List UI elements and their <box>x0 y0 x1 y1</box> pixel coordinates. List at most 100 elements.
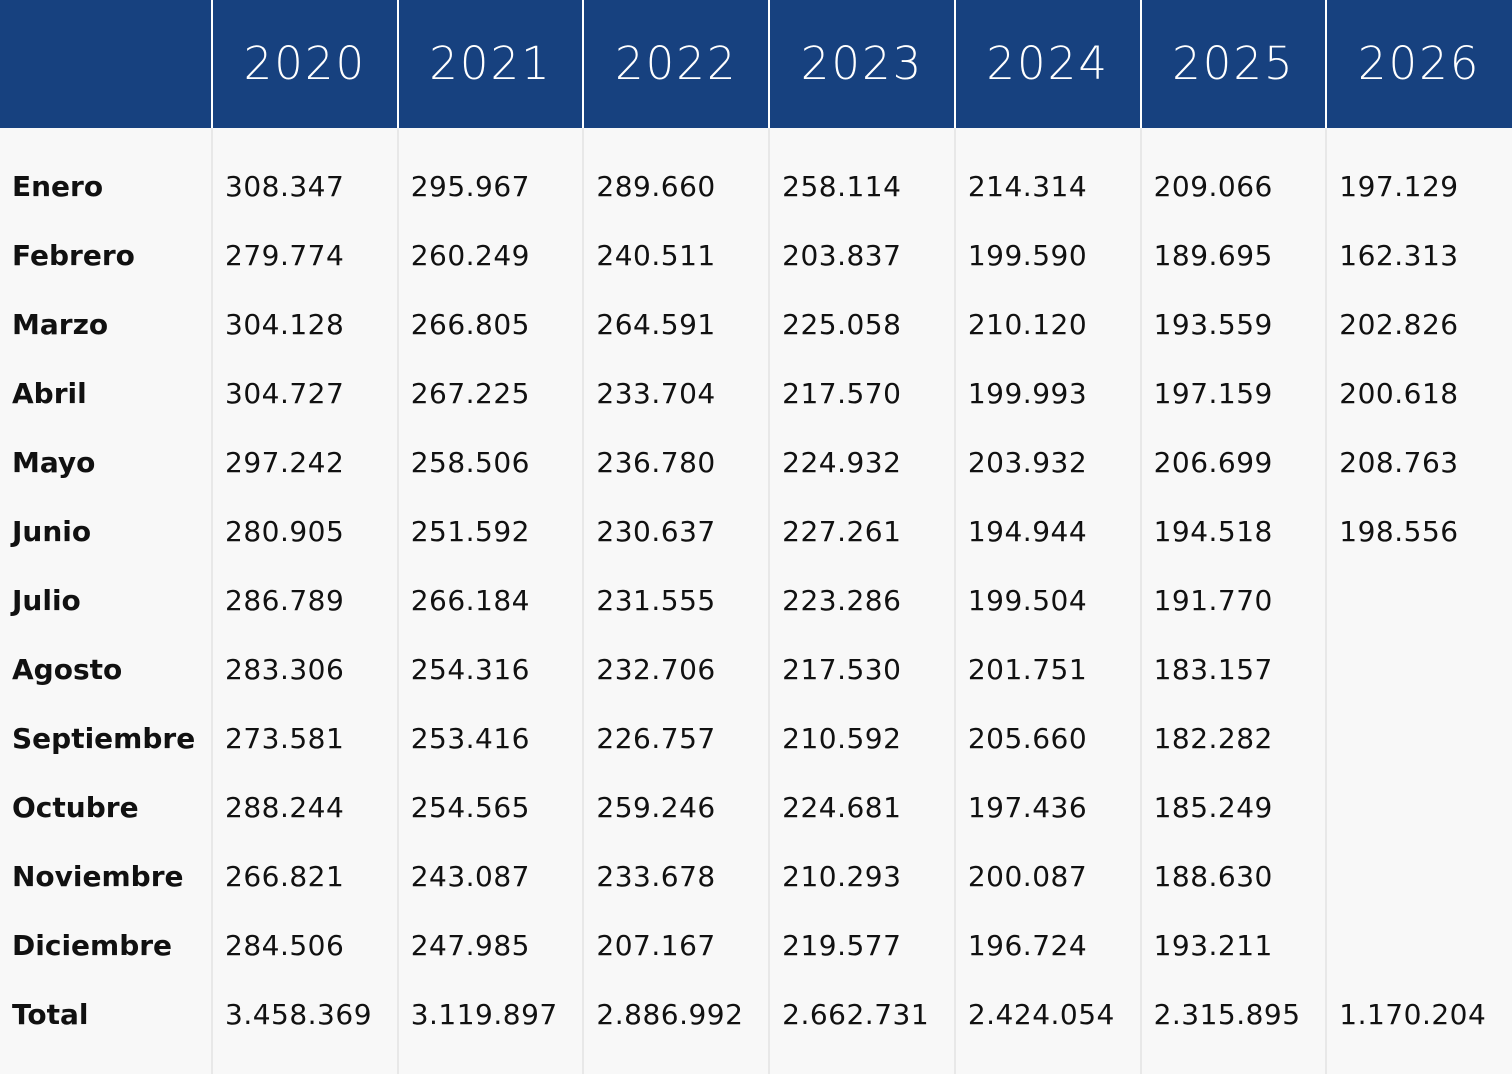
cell-value: 198.556 <box>1339 515 1459 548</box>
cell-value: 253.416 <box>410 722 530 755</box>
cell-value: 194.518 <box>1153 515 1273 548</box>
cell-value: 217.530 <box>782 653 902 686</box>
cell-value: 223.286 <box>782 584 902 617</box>
column-divider <box>768 0 771 1074</box>
cell-value: 258.114 <box>782 170 902 203</box>
cell-value: 266.805 <box>410 308 530 341</box>
cell-value: 199.504 <box>967 584 1088 617</box>
cell-value: 219.577 <box>782 929 902 962</box>
cell-value: 289.660 <box>596 170 716 203</box>
cell-value: 226.757 <box>596 722 716 755</box>
cell-value: 199.993 <box>967 377 1088 410</box>
cell-value: 233.704 <box>596 377 716 410</box>
cell-value: 279.774 <box>225 239 345 272</box>
cell-value: 205.660 <box>967 722 1088 755</box>
cell-value: 297.242 <box>225 446 345 479</box>
cell-value: 230.637 <box>596 515 716 548</box>
column-divider <box>1139 0 1142 1074</box>
cell-value: 203.837 <box>782 239 902 272</box>
cell-value: 193.211 <box>1153 929 1273 962</box>
cell-value: 227.261 <box>782 515 902 548</box>
row-label: Julio <box>12 584 81 617</box>
cell-value: 259.246 <box>596 791 716 824</box>
cell-value: 254.316 <box>410 653 530 686</box>
cell-value: 232.706 <box>596 653 716 686</box>
cell-value: 267.225 <box>410 377 530 410</box>
cell-value: 233.678 <box>596 860 716 893</box>
cell-value: 182.282 <box>1153 722 1273 755</box>
column-divider <box>211 0 213 1074</box>
column-header: 2025 <box>1172 37 1295 90</box>
cell-value: 284.506 <box>225 929 345 962</box>
cell-value: 200.618 <box>1339 377 1459 410</box>
cell-value: 197.129 <box>1339 170 1459 203</box>
cell-value: 185.249 <box>1153 791 1273 824</box>
cell-value: 189.695 <box>1153 239 1273 272</box>
cell-value: 295.967 <box>410 170 530 203</box>
cell-value: 264.591 <box>596 308 716 341</box>
cell-value: 283.306 <box>225 653 345 686</box>
cell-value: 240.511 <box>596 239 716 272</box>
row-label: Agosto <box>12 653 123 686</box>
cell-value: 210.592 <box>782 722 902 755</box>
cell-value: 201.751 <box>967 653 1088 686</box>
row-label: Octubre <box>12 791 139 824</box>
cell-value: 197.159 <box>1153 377 1273 410</box>
cell-value: 210.293 <box>782 860 902 893</box>
cell-value: 225.058 <box>782 308 902 341</box>
cell-value: 196.724 <box>967 929 1088 962</box>
column-header: 2023 <box>800 37 924 90</box>
cell-value: 162.313 <box>1339 239 1459 272</box>
cell-value: 203.932 <box>967 446 1088 479</box>
cell-value: 224.932 <box>782 446 902 479</box>
cell-value: 266.184 <box>410 584 530 617</box>
cell-value: 266.821 <box>225 860 345 893</box>
column-divider <box>953 0 956 1074</box>
cell-value: 286.789 <box>225 584 345 617</box>
cell-value: 224.681 <box>782 791 902 824</box>
column-divider <box>396 0 399 1074</box>
header-divider <box>953 0 956 128</box>
cell-value: 217.570 <box>782 377 902 410</box>
row-label: Enero <box>12 170 104 203</box>
column-header: 2021 <box>429 37 552 90</box>
header-divider <box>211 0 213 128</box>
cell-value: 206.699 <box>1153 446 1273 479</box>
row-label: Junio <box>12 515 92 548</box>
cell-value: 243.087 <box>410 860 530 893</box>
cell-value: 193.559 <box>1153 308 1273 341</box>
row-label: Marzo <box>12 308 109 341</box>
cell-value: 280.905 <box>225 515 345 548</box>
cell-value: 231.555 <box>596 584 716 617</box>
cell-value: 199.590 <box>967 239 1088 272</box>
cell-value: 236.780 <box>596 446 716 479</box>
cell-value: 183.157 <box>1153 653 1273 686</box>
cell-value: 3.119.897 <box>410 998 558 1031</box>
cell-value: 308.347 <box>225 170 345 203</box>
cell-value: 251.592 <box>410 515 530 548</box>
cell-value: 273.581 <box>225 722 345 755</box>
column-divider <box>582 0 585 1074</box>
cell-value: 191.770 <box>1153 584 1273 617</box>
cell-value: 2.315.895 <box>1153 998 1301 1031</box>
cell-value: 209.066 <box>1153 170 1273 203</box>
cell-value: 3.458.369 <box>225 998 373 1031</box>
row-label: Mayo <box>12 446 96 479</box>
cell-value: 202.826 <box>1339 308 1459 341</box>
cell-value: 260.249 <box>410 239 530 272</box>
column-header: 2020 <box>243 37 367 90</box>
column-header: 2022 <box>615 37 738 90</box>
header-divider <box>768 0 771 128</box>
column-divider <box>1325 0 1328 1074</box>
cell-value: 2.424.054 <box>967 998 1115 1031</box>
cell-value: 197.436 <box>967 791 1088 824</box>
header-bar <box>0 0 1512 128</box>
row-label: Total <box>12 998 89 1031</box>
cell-value: 288.244 <box>225 791 345 824</box>
row-label: Septiembre <box>12 722 196 755</box>
cell-value: 207.167 <box>596 929 716 962</box>
cell-value: 2.886.992 <box>596 998 744 1031</box>
column-header: 2026 <box>1357 37 1481 90</box>
cell-value: 188.630 <box>1153 860 1273 893</box>
